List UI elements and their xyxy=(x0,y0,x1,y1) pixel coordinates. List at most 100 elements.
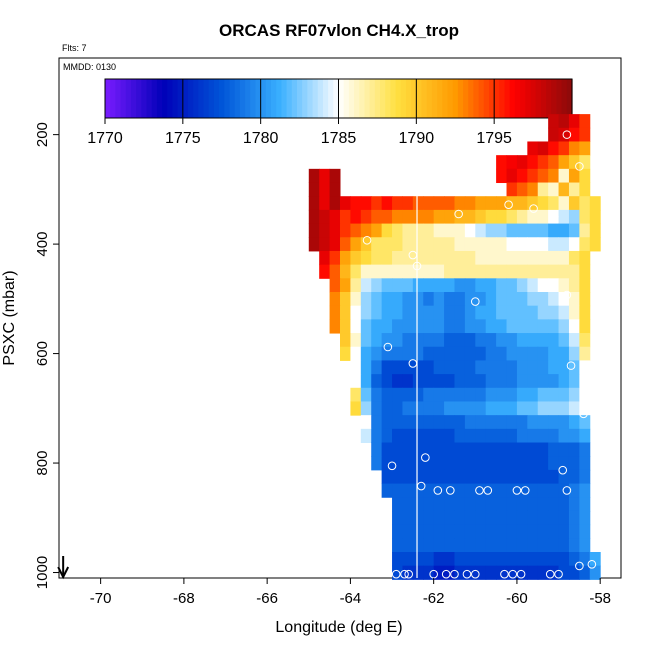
heatmap-cell xyxy=(579,469,591,485)
heatmap-cell xyxy=(496,374,508,389)
colorbar-swatch xyxy=(431,79,438,118)
heatmap-cell xyxy=(475,428,487,444)
heatmap-cell xyxy=(360,209,372,225)
colorbar-swatch xyxy=(395,79,402,118)
heatmap-cell xyxy=(558,209,570,225)
heatmap-cell xyxy=(444,401,455,416)
heatmap-cell xyxy=(527,264,539,279)
heatmap-cell xyxy=(360,387,372,402)
flight-point xyxy=(500,569,509,579)
heatmap-cell xyxy=(454,415,466,430)
heatmap-cell xyxy=(548,114,560,129)
heatmap-cell xyxy=(402,524,414,539)
heatmap-cell xyxy=(568,469,580,485)
colorbar-swatch xyxy=(483,79,490,118)
colorbar-swatch xyxy=(385,79,391,118)
heatmap-cell xyxy=(496,319,508,334)
heatmap-cell xyxy=(412,223,424,238)
heatmap-cell xyxy=(371,333,383,348)
heatmap-cell xyxy=(350,196,362,211)
heatmap-cell xyxy=(506,250,518,266)
heatmap-cell xyxy=(444,387,455,402)
x-tick-label: -66 xyxy=(256,590,278,607)
heatmap-cell xyxy=(371,292,383,307)
heatmap-cell xyxy=(537,346,549,361)
heatmap-cell xyxy=(433,401,445,416)
heatmap-cell xyxy=(402,223,414,238)
colorbar-swatch xyxy=(167,79,174,118)
heatmap-cell xyxy=(475,278,487,293)
heatmap-cell xyxy=(423,510,435,526)
heatmap-cell xyxy=(402,483,414,498)
colorbar-swatch xyxy=(156,79,163,118)
heatmap-cell xyxy=(464,305,476,320)
heatmap-cell xyxy=(568,264,580,279)
heatmap-cell xyxy=(412,264,424,279)
flight-point xyxy=(408,250,418,260)
colorbar-swatch xyxy=(245,79,251,118)
heatmap-cell xyxy=(485,346,497,361)
heatmap-cell xyxy=(496,538,508,553)
heatmap-cell xyxy=(516,510,528,526)
x-tick-label: -70 xyxy=(90,590,112,607)
flight-point xyxy=(446,486,455,495)
heatmap-cell xyxy=(454,209,466,225)
heatmap-cell xyxy=(360,223,372,238)
heatmap-cell xyxy=(506,209,518,225)
heatmap-cell xyxy=(350,360,362,375)
heatmap-cell xyxy=(412,442,424,457)
heatmap-cell xyxy=(423,401,435,416)
heatmap-cell xyxy=(537,264,549,279)
heatmap-cell xyxy=(548,141,560,156)
heatmap-cell xyxy=(454,250,466,266)
heatmap-cell xyxy=(485,278,497,293)
heatmap-cell xyxy=(423,374,435,389)
heatmap-cell xyxy=(329,182,341,197)
heatmap-cell xyxy=(412,387,424,402)
heatmap-cell xyxy=(579,182,591,197)
heatmap-cell xyxy=(537,387,549,402)
heatmap-cell xyxy=(516,292,528,307)
heatmap-cell xyxy=(558,510,570,526)
heatmap-cell xyxy=(485,442,497,457)
heatmap-cell xyxy=(423,196,435,211)
heatmap-cell xyxy=(537,538,549,553)
heatmap-cell xyxy=(548,250,560,266)
colorbar-swatch xyxy=(514,79,521,118)
heatmap-cell xyxy=(568,114,580,129)
heatmap-cell xyxy=(402,196,414,211)
heatmap-cell xyxy=(496,264,508,279)
heatmap-cell xyxy=(485,196,497,211)
heatmap-cell xyxy=(568,319,580,334)
heatmap-cell xyxy=(444,483,455,498)
flight-point xyxy=(362,235,372,245)
heatmap-cell xyxy=(485,456,497,471)
heatmap-cell xyxy=(537,497,549,512)
heatmap-cell xyxy=(371,305,383,320)
heatmap-cell xyxy=(360,278,372,293)
heatmap-cell xyxy=(579,305,591,320)
heatmap-cell xyxy=(454,264,466,279)
heatmap-cell xyxy=(568,497,580,512)
heatmap-cell xyxy=(392,428,403,444)
colorbar-swatch xyxy=(146,79,153,118)
heatmap-cell xyxy=(412,305,424,320)
heatmap-cell xyxy=(496,360,508,375)
heatmap-cell xyxy=(548,223,560,238)
heatmap-cell xyxy=(308,223,320,238)
heatmap-cell xyxy=(516,346,528,361)
heatmap-cell xyxy=(527,456,539,471)
colorbar-swatch xyxy=(473,79,480,118)
heatmap-cell xyxy=(558,415,570,430)
heatmap-cell xyxy=(412,497,424,512)
heatmap-cell xyxy=(568,510,580,526)
heatmap-cell xyxy=(516,209,528,225)
heatmap-cell xyxy=(527,141,539,156)
heatmap-cell xyxy=(579,141,591,156)
x-tick-label: -58 xyxy=(589,590,611,607)
heatmap-cell xyxy=(527,497,539,512)
heatmap-cell xyxy=(371,360,383,375)
heatmap-cell xyxy=(558,155,570,170)
heatmap-cell xyxy=(475,292,487,307)
heatmap-cell xyxy=(392,264,403,279)
